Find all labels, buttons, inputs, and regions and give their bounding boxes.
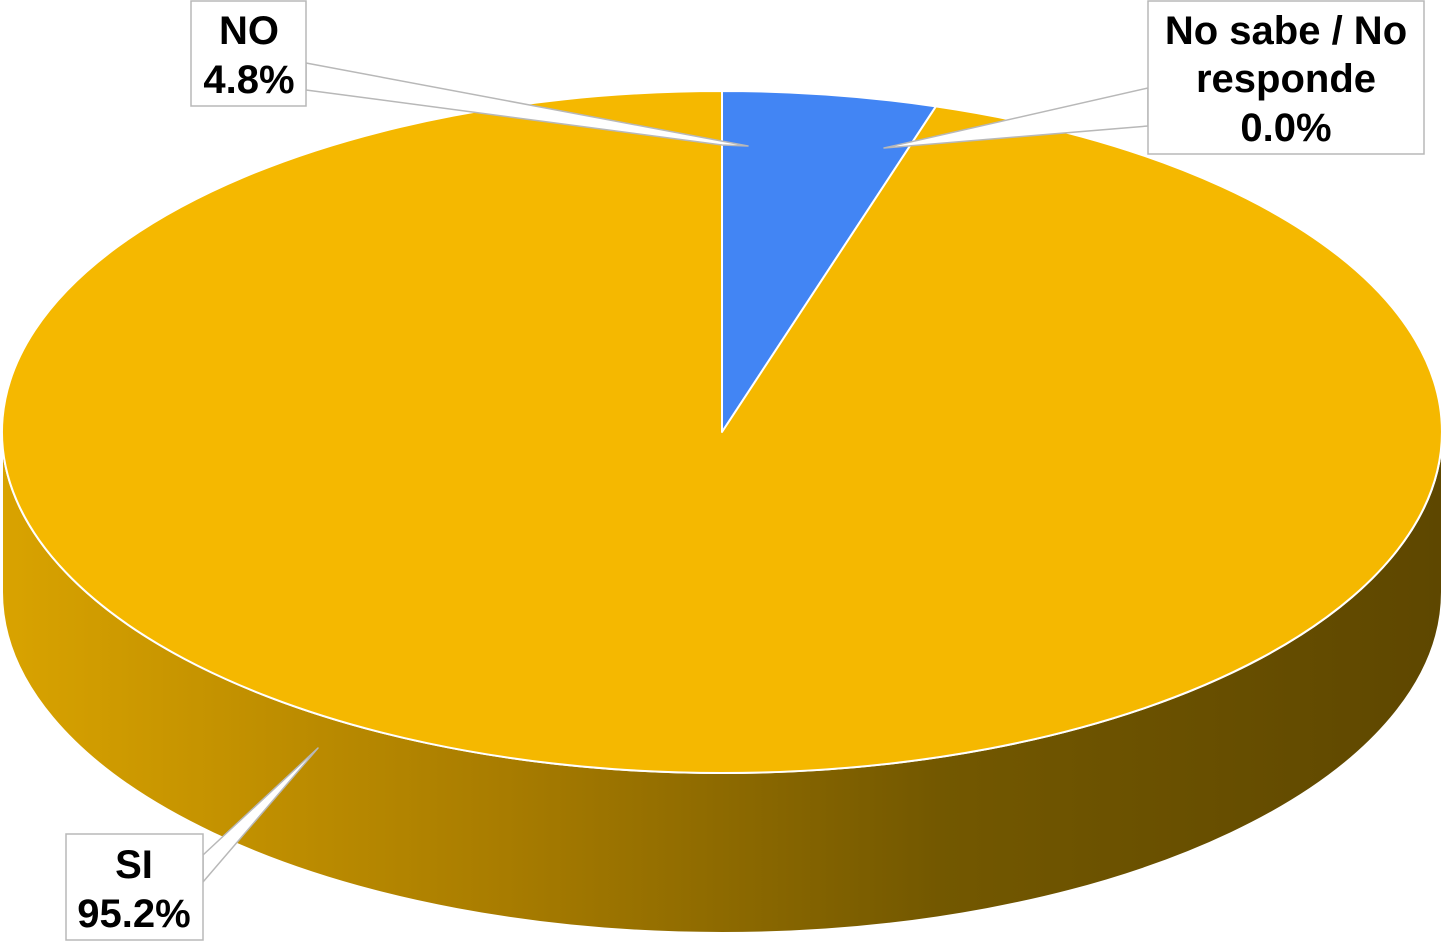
callout-no-box bbox=[190, 0, 307, 107]
pie-slice-no bbox=[721, 90, 937, 433]
callout-nsnr-line1: No sabe / No bbox=[1165, 9, 1407, 53]
callout-nsnr-box bbox=[1147, 0, 1425, 155]
callout-no-name: NO bbox=[219, 9, 279, 53]
callout-nsnr: No sabe / No responde 0.0% bbox=[883, 0, 1425, 155]
callout-si-box bbox=[65, 833, 204, 941]
callout-si-name: SI bbox=[115, 843, 153, 887]
callout-si: SI 95.2% bbox=[65, 747, 319, 941]
pie-slices bbox=[1, 90, 1443, 774]
callout-nsnr-line3: 0.0% bbox=[1240, 106, 1331, 150]
pie-slice-si bbox=[1, 90, 1443, 774]
callout-no: NO 4.8% bbox=[190, 0, 749, 147]
callout-nsnr-line2: responde bbox=[1196, 57, 1376, 101]
callout-si-value: 95.2% bbox=[77, 892, 190, 936]
callout-no-value: 4.8% bbox=[203, 58, 294, 102]
